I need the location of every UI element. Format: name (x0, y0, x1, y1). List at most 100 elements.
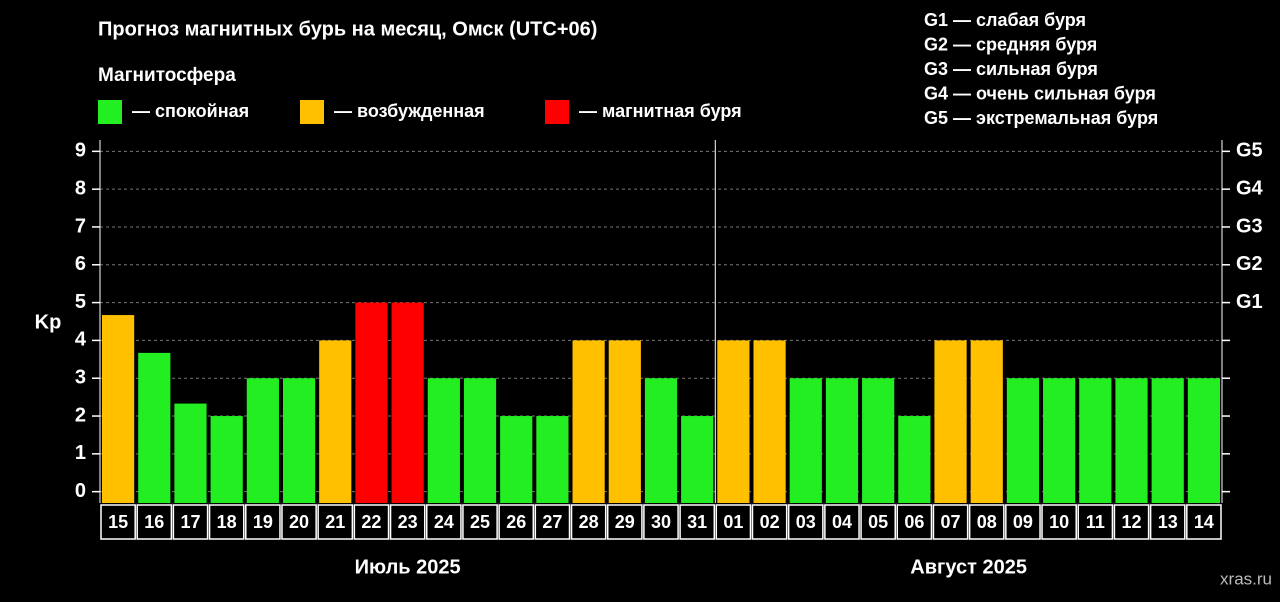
x-tick-label: 10 (1049, 512, 1069, 532)
x-tick-label: 04 (832, 512, 852, 532)
day-box (136, 504, 173, 540)
bar (644, 378, 678, 503)
bar (608, 340, 641, 503)
day-box (245, 504, 281, 540)
day-box (172, 504, 209, 540)
x-tick-label: 16 (144, 512, 164, 532)
y2-tick-label: G5 (1236, 140, 1263, 162)
bar (355, 302, 388, 503)
x-tick-label: 17 (180, 512, 200, 532)
x-tick-label: 20 (289, 512, 309, 532)
legend-label: — магнитная буря (579, 101, 742, 121)
storm-scale-entry: G3 — сильная буря (924, 59, 1098, 79)
day-box (1149, 504, 1186, 540)
bar (681, 416, 714, 503)
day-box (1186, 504, 1222, 540)
day-box (787, 504, 824, 540)
bar (536, 416, 569, 503)
storm-scale-entry: G5 — экстремальная буря (924, 108, 1158, 128)
bar (1187, 378, 1220, 503)
day-box (353, 504, 390, 540)
x-tick-label: 13 (1158, 512, 1178, 532)
y-tick-label: 6 (75, 253, 86, 275)
day-box (534, 504, 571, 540)
bar (1151, 378, 1184, 503)
y-tick-label: 5 (75, 291, 86, 313)
x-tick-label: 12 (1122, 512, 1142, 532)
day-box (824, 504, 860, 540)
y-tick-label: 8 (75, 177, 86, 199)
x-tick-label: 25 (470, 512, 490, 532)
day-box (498, 504, 535, 540)
day-box (679, 504, 716, 540)
bar (825, 378, 859, 503)
x-tick-label: 08 (977, 512, 997, 532)
day-box (606, 504, 643, 540)
day-box (100, 504, 136, 540)
y2-tick-label: G1 (1236, 291, 1263, 313)
bar (1115, 378, 1148, 503)
y-tick-label: 3 (75, 367, 86, 389)
bar (1006, 378, 1040, 503)
bar (138, 352, 171, 503)
month-label: Август 2025 (910, 556, 1027, 578)
x-tick-label: 15 (108, 512, 128, 532)
day-box (317, 504, 354, 540)
x-tick-label: 21 (325, 512, 345, 532)
legend-swatch (545, 100, 569, 124)
x-tick-label: 01 (723, 512, 743, 532)
bar (174, 403, 207, 503)
y-tick-label: 0 (75, 480, 86, 502)
day-box (1113, 504, 1150, 540)
x-tick-label: 31 (687, 512, 707, 532)
x-tick-label: 11 (1086, 512, 1105, 532)
day-box (389, 504, 426, 540)
x-tick-label: 28 (579, 512, 599, 532)
day-box (208, 504, 245, 540)
bar (210, 416, 243, 503)
x-tick-label: 29 (615, 512, 635, 532)
day-box (1005, 504, 1041, 540)
day-box (281, 504, 317, 540)
month-label: Июль 2025 (355, 556, 461, 578)
x-tick-label: 18 (217, 512, 237, 532)
bar (319, 340, 352, 503)
x-tick-label: 03 (796, 512, 816, 532)
x-tick-label: 26 (506, 512, 526, 532)
y-tick-label: 2 (75, 404, 86, 426)
x-tick-label: 05 (868, 512, 888, 532)
bar (717, 340, 750, 503)
bar (500, 416, 533, 503)
storm-scale-entry: G2 — средняя буря (924, 34, 1097, 54)
y-tick-label: 9 (75, 140, 86, 162)
bar (1043, 378, 1076, 503)
storm-scale-entry: G1 — слабая буря (924, 10, 1086, 30)
storm-scale-entry: G4 — очень сильная буря (924, 83, 1156, 103)
day-box (570, 504, 607, 540)
legend-swatch (300, 100, 324, 124)
day-box (751, 504, 788, 540)
bar (862, 378, 895, 503)
day-box (1041, 504, 1077, 540)
bar (789, 378, 822, 503)
bar (282, 378, 316, 503)
day-box (425, 504, 462, 540)
bar (753, 340, 786, 503)
legend-swatch (98, 100, 122, 124)
day-box (968, 504, 1005, 540)
bar (572, 340, 605, 503)
y-axis-label: Kp (35, 311, 62, 333)
day-box (860, 504, 897, 540)
x-tick-label: 27 (542, 512, 562, 532)
bar (427, 378, 460, 503)
chart-title: Прогноз магнитных бурь на месяц, Омск (U… (98, 18, 597, 40)
y2-tick-label: G4 (1236, 177, 1264, 199)
x-tick-label: 07 (941, 512, 961, 532)
x-tick-label: 22 (361, 512, 381, 532)
y2-tick-label: G2 (1236, 253, 1263, 275)
bar (934, 340, 967, 503)
bar (970, 340, 1003, 503)
day-box (462, 504, 498, 540)
